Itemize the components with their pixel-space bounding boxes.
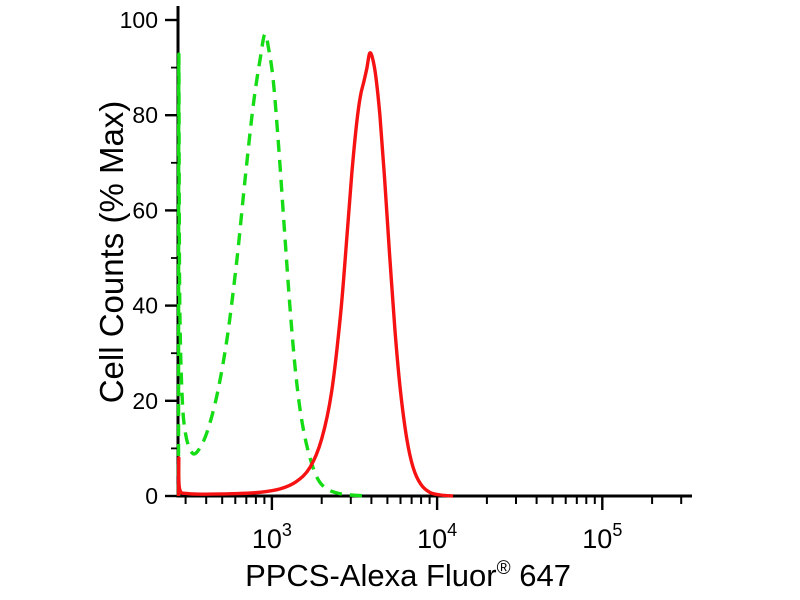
y-axis-title: Cell Counts (% Max) bbox=[93, 100, 130, 404]
series-red-solid-curve bbox=[176, 51, 454, 498]
x-axis-title-text: PPCS-Alexa Fluor bbox=[245, 558, 497, 593]
y-tick-label: 20 bbox=[132, 388, 158, 414]
x-axis-title: PPCS-Alexa Fluor® 647 bbox=[245, 558, 571, 594]
y-tick-label: 100 bbox=[120, 7, 158, 33]
y-tick-label: 0 bbox=[145, 483, 158, 509]
x-tick-label: 105 bbox=[582, 520, 622, 554]
registered-trademark-symbol: ® bbox=[496, 558, 511, 579]
y-tick-label: 60 bbox=[132, 197, 158, 223]
x-tick-label: 104 bbox=[417, 520, 457, 554]
y-tick-label: 80 bbox=[132, 102, 158, 128]
x-tick-label: 103 bbox=[252, 520, 292, 554]
x-axis-title-suffix: 647 bbox=[510, 558, 571, 593]
series-green-dashed-curve bbox=[176, 32, 368, 498]
y-tick-label: 40 bbox=[132, 293, 158, 319]
